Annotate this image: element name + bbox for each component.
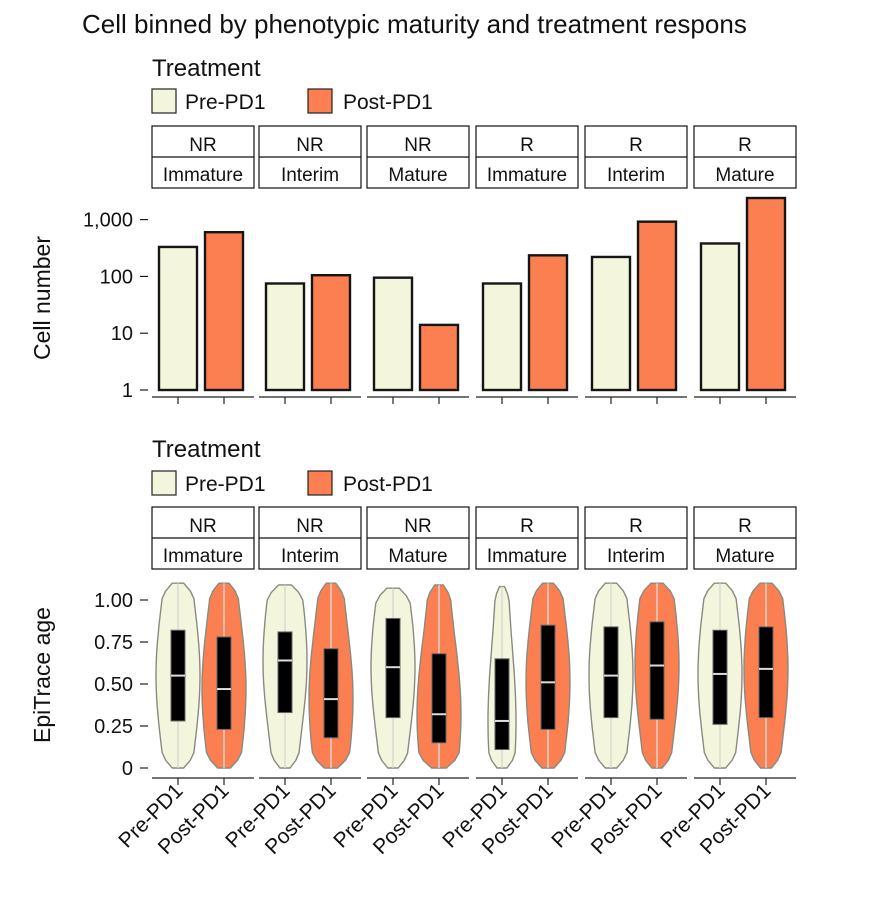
bar-pre-pd1 xyxy=(481,282,523,392)
violin-iqr-box xyxy=(216,636,232,730)
violin-legend-title: Treatment xyxy=(152,436,261,463)
violin-strip-maturity-label: Immature xyxy=(487,546,567,567)
bar-legend-post-swatch xyxy=(307,88,333,114)
violin-legend-post-swatch xyxy=(307,470,333,496)
bar-y-tick-label: 100 xyxy=(100,266,133,288)
bar-legend: Treatment Pre-PD1 Post-PD1 xyxy=(151,55,433,114)
violin-legend-post-label: Post-PD1 xyxy=(343,473,433,496)
violin-strip-maturity-label: Mature xyxy=(388,546,447,567)
bar-chart: 1101001,000NRImmatureNRInterimNRMatureRI… xyxy=(83,125,797,404)
bar-pre-pd1 xyxy=(157,245,199,392)
violin-legend-pre-label: Pre-PD1 xyxy=(185,473,266,496)
bar-post-pd1 xyxy=(745,196,787,392)
violin-iqr-box xyxy=(712,629,728,725)
violin-strip-response-label: R xyxy=(738,516,752,537)
bar-post-pd1 xyxy=(203,231,245,392)
violin-iqr-box xyxy=(277,631,293,714)
violin-legend-pre-swatch xyxy=(151,470,177,496)
bar-strip-response-label: NR xyxy=(189,135,216,156)
violin-y-tick-label: 0.25 xyxy=(94,716,133,738)
violin-y-tick-label: 1.00 xyxy=(94,590,133,612)
bar-strip-maturity-label: Immature xyxy=(163,165,243,186)
violin-strip-maturity-label: Immature xyxy=(163,546,243,567)
bar-pre-pd1 xyxy=(264,282,306,392)
bar-strip-maturity-label: Mature xyxy=(388,165,447,186)
violin-strip-maturity-label: Interim xyxy=(607,546,665,567)
violin-iqr-box xyxy=(323,648,339,739)
bar-legend-pre-label: Pre-PD1 xyxy=(185,91,266,114)
bar-post-pd1 xyxy=(310,273,352,392)
violin-y-tick-label: 0.75 xyxy=(94,632,133,654)
violin-strip-maturity-label: Mature xyxy=(715,546,774,567)
violin-legend: Treatment Pre-PD1 Post-PD1 xyxy=(151,436,433,496)
violin-iqr-box xyxy=(431,653,447,744)
violin-y-axis-title: EpiTrace age xyxy=(29,607,55,743)
violin-strip-response-label: NR xyxy=(189,516,216,537)
bar-y-tick-label: 10 xyxy=(111,323,133,345)
bar-legend-pre-swatch xyxy=(151,88,177,114)
violin-strip-response-label: R xyxy=(629,516,643,537)
bar-legend-post-label: Post-PD1 xyxy=(343,91,433,114)
violin-strip-response-label: NR xyxy=(296,516,323,537)
violin-iqr-box xyxy=(540,624,556,730)
violin-iqr-box xyxy=(603,626,619,719)
bar-strip-maturity-label: Interim xyxy=(281,165,339,186)
bar-strip-maturity-label: Mature xyxy=(715,165,774,186)
violin-iqr-box xyxy=(649,621,665,720)
bar-strip-maturity-label: Immature xyxy=(487,165,567,186)
bar-strip-maturity-label: Interim xyxy=(607,165,665,186)
violin-iqr-box xyxy=(758,626,774,719)
x-axis-labels: Pre-PD1Post-PD1Pre-PD1Post-PD1Pre-PD1Pos… xyxy=(114,779,775,859)
bar-legend-title: Treatment xyxy=(152,55,261,82)
violin-strip-maturity-label: Interim xyxy=(281,546,339,567)
bar-strip-response-label: R xyxy=(520,135,534,156)
bar-post-pd1 xyxy=(418,323,460,392)
figure-title: Cell binned by phenotypic maturity and t… xyxy=(82,9,747,39)
bar-strip-response-label: R xyxy=(738,135,752,156)
bar-post-pd1 xyxy=(527,254,569,392)
bar-strip-response-label: NR xyxy=(296,135,323,156)
violin-strip-response-label: NR xyxy=(404,516,431,537)
bar-pre-pd1 xyxy=(590,255,632,392)
bar-y-tick-label: 1,000 xyxy=(83,210,133,232)
bar-y-axis-title: Cell number xyxy=(29,236,55,360)
bar-y-tick-label: 1 xyxy=(122,380,133,402)
bar-strip-response-label: NR xyxy=(404,135,431,156)
violin-y-tick-label: 0.50 xyxy=(94,674,133,696)
bar-post-pd1 xyxy=(636,220,678,392)
violin-y-tick-label: 0 xyxy=(122,758,133,780)
bar-pre-pd1 xyxy=(372,276,414,392)
bar-strip-response-label: R xyxy=(629,135,643,156)
bar-pre-pd1 xyxy=(699,242,741,392)
violin-chart: 0 0.25 0.50 0.75 1.00 NR Immature NR Interim NR Ma… xyxy=(94,506,797,785)
violin-iqr-box xyxy=(494,658,510,751)
violin-strip-response-label: R xyxy=(520,516,534,537)
